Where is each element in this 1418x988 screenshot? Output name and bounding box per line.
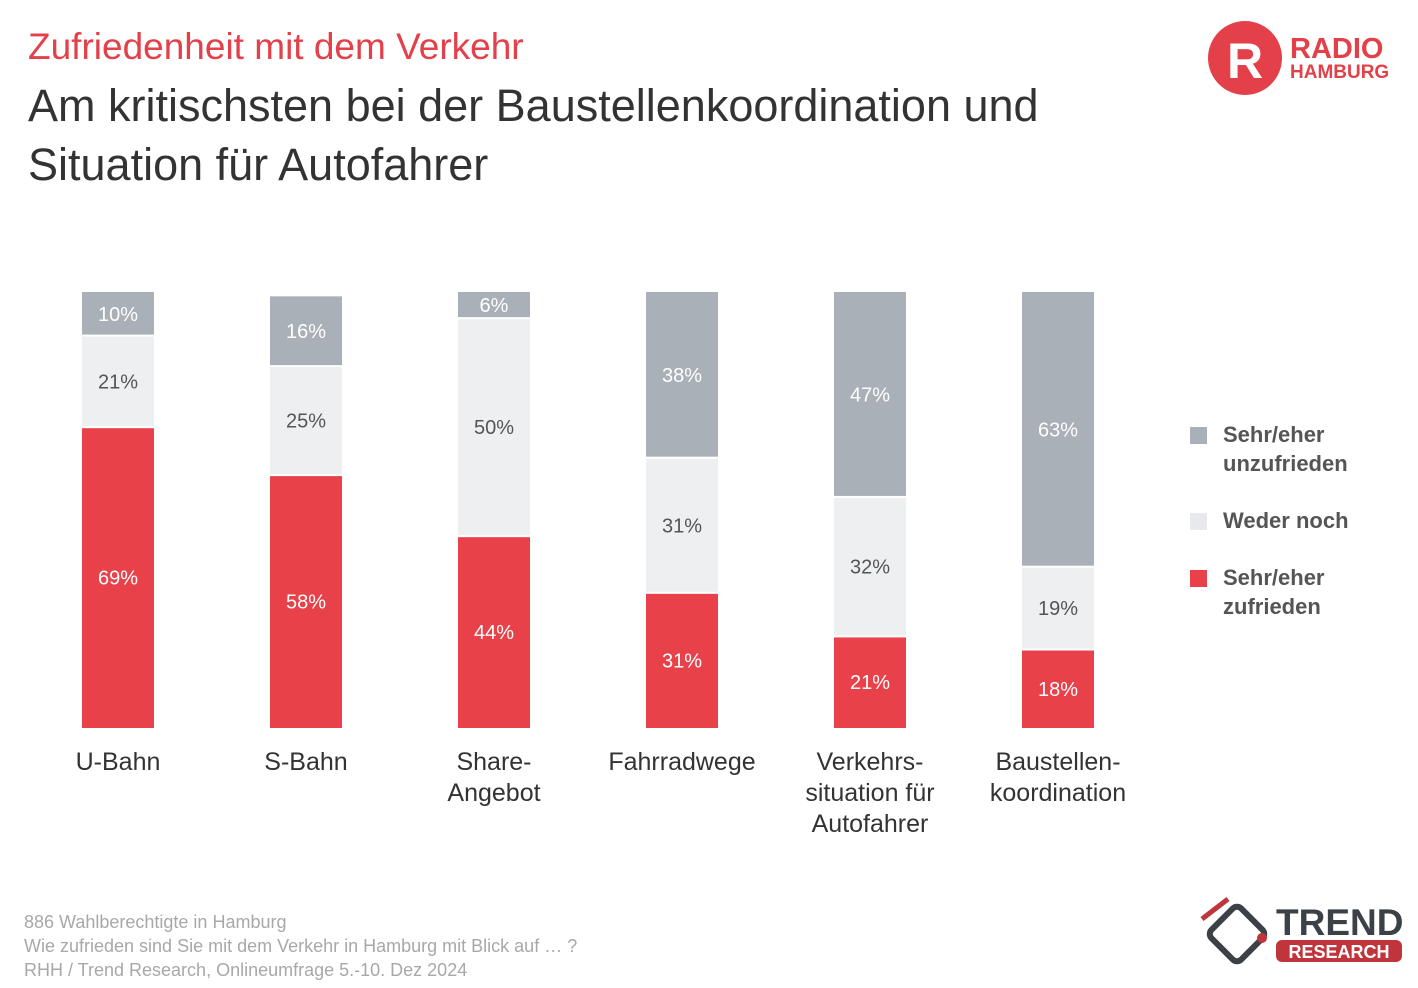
- legend-swatch: [1190, 427, 1207, 444]
- bar-segment-unzufrieden: [270, 296, 342, 366]
- legend-label: Sehr/eher unzufrieden: [1223, 422, 1348, 476]
- legend-label: Sehr/eher zufrieden: [1223, 565, 1325, 619]
- radio-hamburg-logo: R RADIO HAMBURG: [1208, 21, 1389, 95]
- svg-text:TREND: TREND: [1276, 902, 1403, 943]
- legend-swatch: [1190, 570, 1207, 587]
- bar-segment-unzufrieden: [834, 292, 906, 496]
- data-label: 47%: [850, 384, 890, 406]
- data-label: 21%: [850, 672, 890, 694]
- bar-segment-unzufrieden: [1022, 292, 1094, 566]
- data-label: 19%: [1038, 598, 1078, 620]
- bar-segment-weder: [646, 458, 718, 592]
- chart-legend: Sehr/eher unzufrieden Weder noch Sehr/eher…: [1190, 420, 1393, 649]
- svg-text:R: R: [1227, 33, 1263, 89]
- category-label: S-Bahn: [264, 748, 347, 776]
- svg-text:RADIO: RADIO: [1290, 33, 1383, 65]
- footer-question: Wie zufrieden sind Sie mit dem Verkehr i…: [24, 936, 578, 956]
- chart-title: Am kritischsten bei der Baustellenkoordi…: [28, 80, 1039, 190]
- bar-segment-zufrieden: [270, 476, 342, 728]
- bar-segment-unzufrieden: [82, 292, 154, 335]
- svg-text:HAMBURG: HAMBURG: [1290, 62, 1389, 83]
- category-label: situation für: [805, 779, 934, 807]
- data-label: 44%: [474, 622, 514, 644]
- svg-text:RESEARCH: RESEARCH: [1288, 942, 1389, 962]
- data-label: 50%: [474, 417, 514, 439]
- category-label: Fahrradwege: [608, 748, 755, 776]
- category-label: Autofahrer: [812, 810, 929, 838]
- footer-sample: 886 Wahlberechtigte in Hamburg: [24, 912, 287, 932]
- category-label: U-Bahn: [76, 748, 161, 776]
- legend-swatch: [1190, 513, 1207, 530]
- data-label: 6%: [480, 295, 509, 317]
- data-label: 10%: [98, 304, 138, 326]
- bar-segment-weder: [834, 497, 906, 636]
- bar-segment-zufrieden: [458, 537, 530, 728]
- trend-research-logo: TREND RESEARCH: [1200, 897, 1403, 965]
- legend-item-zufrieden: Sehr/eher zufrieden: [1190, 563, 1393, 621]
- bar-segment-unzufrieden: [458, 292, 530, 318]
- legend-item-unzufrieden: Sehr/eher unzufrieden: [1190, 420, 1393, 478]
- footer-notes: 886 Wahlberechtigte in Hamburg Wie zufri…: [24, 910, 577, 982]
- data-label: 18%: [1038, 679, 1078, 701]
- legend-item-weder: Weder noch: [1190, 506, 1393, 535]
- data-label: 38%: [662, 365, 702, 387]
- footer-source: RHH / Trend Research, Onlineumfrage 5.-1…: [24, 960, 468, 980]
- category-label: Verkehrs-: [817, 748, 924, 776]
- bar-segment-unzufrieden: [646, 292, 718, 457]
- bar-segment-zufrieden: [646, 593, 718, 728]
- chart-kicker: Zufriedenheit mit dem Verkehr: [28, 26, 524, 67]
- data-label: 69%: [98, 568, 138, 590]
- bar-segment-zufrieden: [82, 428, 154, 728]
- data-label: 25%: [286, 411, 326, 433]
- bar-segment-weder: [458, 319, 530, 536]
- category-label: Angebot: [447, 779, 540, 807]
- data-label: 31%: [662, 515, 702, 537]
- data-label: 21%: [98, 371, 138, 393]
- bar-segment-zufrieden: [834, 637, 906, 728]
- data-label: 63%: [1038, 419, 1078, 441]
- data-label: 58%: [286, 592, 326, 614]
- stacked-bar-chart: 69% 21% 10% U-Bahn 58% 25% 16% S-Bahn 44% 50% 6% Sh…: [76, 292, 1126, 838]
- category-label: koordination: [990, 779, 1126, 807]
- bar-segment-weder: [82, 336, 154, 427]
- category-label: Share-: [456, 748, 531, 776]
- data-label: 32%: [850, 557, 890, 579]
- data-label: 16%: [286, 321, 326, 343]
- category-label: Baustellen-: [995, 748, 1120, 776]
- bar-segment-zufrieden: [1022, 650, 1094, 728]
- bar-segment-weder: [1022, 567, 1094, 649]
- bar-segment-weder: [270, 367, 342, 475]
- legend-label: Weder noch: [1223, 508, 1349, 533]
- data-label: 31%: [662, 650, 702, 672]
